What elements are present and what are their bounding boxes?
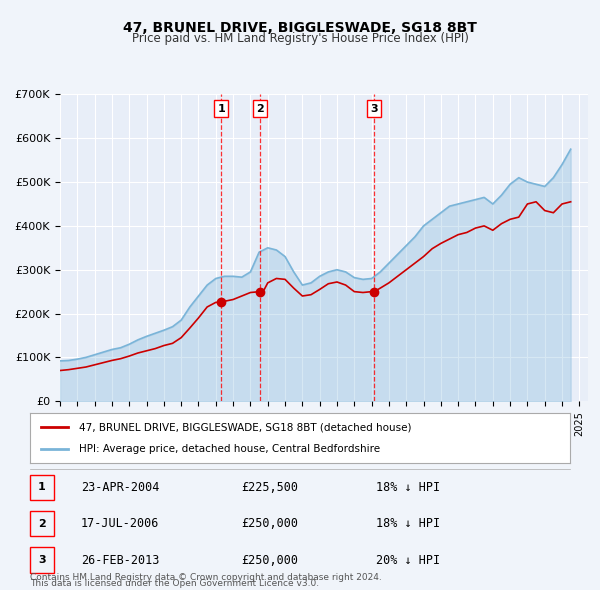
Text: Contains HM Land Registry data © Crown copyright and database right 2024.: Contains HM Land Registry data © Crown c… [30,573,382,582]
Text: 17-JUL-2006: 17-JUL-2006 [81,517,159,530]
Text: £250,000: £250,000 [241,517,299,530]
Text: 47, BRUNEL DRIVE, BIGGLESWADE, SG18 8BT: 47, BRUNEL DRIVE, BIGGLESWADE, SG18 8BT [123,21,477,35]
Text: HPI: Average price, detached house, Central Bedfordshire: HPI: Average price, detached house, Cent… [79,444,380,454]
Text: 20% ↓ HPI: 20% ↓ HPI [376,553,440,566]
Text: 23-APR-2004: 23-APR-2004 [81,481,159,494]
Text: 2: 2 [38,519,46,529]
Text: 3: 3 [370,104,378,114]
Text: Price paid vs. HM Land Registry's House Price Index (HPI): Price paid vs. HM Land Registry's House … [131,32,469,45]
Text: 26-FEB-2013: 26-FEB-2013 [81,553,159,566]
Text: 18% ↓ HPI: 18% ↓ HPI [376,481,440,494]
Text: £250,000: £250,000 [241,553,299,566]
Text: 1: 1 [38,482,46,492]
Text: 18% ↓ HPI: 18% ↓ HPI [376,517,440,530]
Text: 1: 1 [217,104,225,114]
Text: 2: 2 [256,104,263,114]
Text: 3: 3 [38,555,46,565]
Text: 47, BRUNEL DRIVE, BIGGLESWADE, SG18 8BT (detached house): 47, BRUNEL DRIVE, BIGGLESWADE, SG18 8BT … [79,422,411,432]
Text: This data is licensed under the Open Government Licence v3.0.: This data is licensed under the Open Gov… [30,579,319,588]
Text: £225,500: £225,500 [241,481,299,494]
